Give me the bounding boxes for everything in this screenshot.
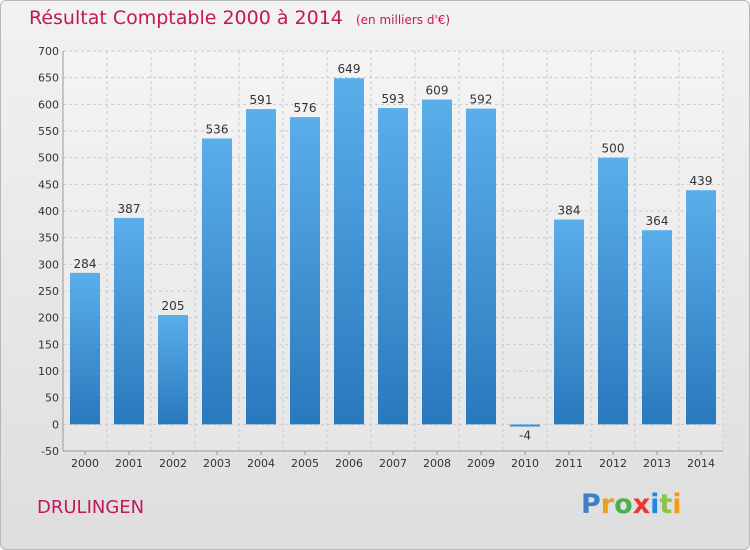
x-tick-label: 2000: [71, 457, 99, 470]
x-tick-label: 2004: [247, 457, 275, 470]
data-label: 593: [382, 92, 405, 106]
data-label: 591: [250, 93, 273, 107]
chart-subtitle: (en milliers d'€): [355, 13, 451, 27]
y-tick-label: 450: [38, 178, 59, 191]
logo-letter: P: [581, 489, 601, 520]
y-tick-label: 550: [38, 125, 59, 138]
data-label: 500: [602, 142, 625, 156]
data-label: 364: [646, 214, 669, 228]
logo-letter: t: [659, 489, 673, 520]
x-tick-label: 2010: [511, 457, 539, 470]
bar: [70, 272, 100, 425]
x-tick-label: 2012: [599, 457, 627, 470]
x-tick-label: 2013: [643, 457, 671, 470]
bar: [334, 78, 364, 425]
x-tick-label: 2009: [467, 457, 495, 470]
x-tick-label: 2006: [335, 457, 363, 470]
bar: [686, 190, 716, 425]
y-tick-label: 200: [38, 312, 59, 325]
x-tick-label: 2001: [115, 457, 143, 470]
y-tick-label: 700: [38, 45, 59, 58]
logo-letter: r: [600, 489, 615, 520]
bar: [422, 99, 452, 425]
bar: [114, 217, 144, 425]
y-tick-label: 400: [38, 205, 59, 218]
bar: [246, 109, 276, 425]
data-label: 576: [294, 101, 317, 115]
bar: [378, 108, 408, 425]
proxiti-logo: Proxiti: [581, 489, 682, 520]
logo-letter: i: [672, 489, 682, 520]
data-label: 592: [470, 93, 493, 107]
y-tick-label: 250: [38, 285, 59, 298]
y-tick-label: 500: [38, 152, 59, 165]
y-tick-label: -50: [41, 445, 59, 458]
y-tick-label: 600: [38, 98, 59, 111]
data-label: -4: [519, 428, 531, 442]
y-tick-label: 50: [45, 392, 59, 405]
bar: [642, 230, 672, 425]
bar: [466, 108, 496, 425]
title-block: Résultat Comptable 2000 à 2014 (en milli…: [29, 7, 450, 29]
x-tick-label: 2002: [159, 457, 187, 470]
bar: [598, 157, 628, 425]
y-tick-label: 350: [38, 232, 59, 245]
y-tick-label: 300: [38, 258, 59, 271]
y-tick-label: 650: [38, 72, 59, 85]
logo-letter: x: [632, 489, 651, 520]
chart-title: Résultat Comptable 2000 à 2014: [29, 7, 343, 29]
x-tick-label: 2014: [687, 457, 715, 470]
bar: [158, 315, 188, 425]
data-label: 384: [558, 204, 581, 218]
bar: [554, 219, 584, 425]
x-tick-label: 2007: [379, 457, 407, 470]
data-label: 649: [338, 62, 361, 76]
x-tick-label: 2003: [203, 457, 231, 470]
bar: [290, 117, 320, 425]
bar: [510, 424, 540, 427]
data-label: 536: [206, 122, 229, 136]
data-label: 387: [118, 202, 141, 216]
data-label: 205: [162, 299, 185, 313]
y-tick-label: 150: [38, 338, 59, 351]
data-label: 439: [690, 174, 713, 188]
logo-letter: i: [650, 489, 660, 520]
x-tick-label: 2005: [291, 457, 319, 470]
data-label: 609: [426, 84, 449, 98]
x-tick-label: 2008: [423, 457, 451, 470]
town-name: DRULINGEN: [37, 497, 145, 518]
logo-letter: o: [614, 489, 633, 520]
x-tick-label: 2011: [555, 457, 583, 470]
data-label: 284: [74, 257, 97, 271]
bar: [202, 138, 232, 425]
y-tick-label: 100: [38, 365, 59, 378]
y-tick-label: 0: [52, 418, 59, 431]
